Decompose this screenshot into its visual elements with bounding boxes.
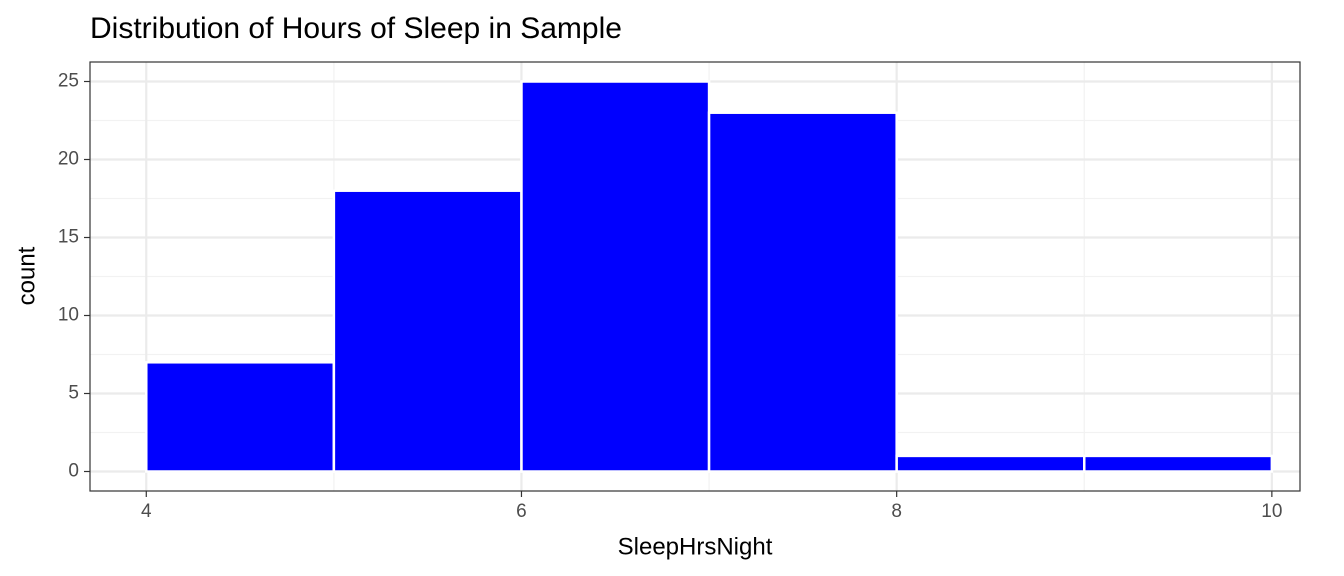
x-tick-label: 10 <box>1261 501 1282 522</box>
y-tick-label: 10 <box>58 305 79 326</box>
bar <box>707 111 898 473</box>
y-tick-label: 25 <box>58 71 79 92</box>
x-tick-label: 6 <box>516 501 527 522</box>
x-tick-label: 8 <box>891 501 902 522</box>
x-axis-label: SleepHrsNight <box>618 533 773 560</box>
y-axis-label: count <box>13 246 40 305</box>
y-tick-label: 15 <box>58 227 79 248</box>
bar <box>145 361 336 473</box>
bar <box>520 80 711 473</box>
y-tick-label: 20 <box>58 149 79 170</box>
y-tick-label: 0 <box>68 461 79 482</box>
bar <box>332 189 523 473</box>
bar <box>1083 454 1274 473</box>
x-tick-label: 4 <box>141 501 152 522</box>
chart-title: Distribution of Hours of Sleep in Sample <box>90 12 622 45</box>
y-tick-label: 5 <box>68 383 79 404</box>
plot-border <box>89 61 1301 492</box>
bar <box>895 454 1086 473</box>
